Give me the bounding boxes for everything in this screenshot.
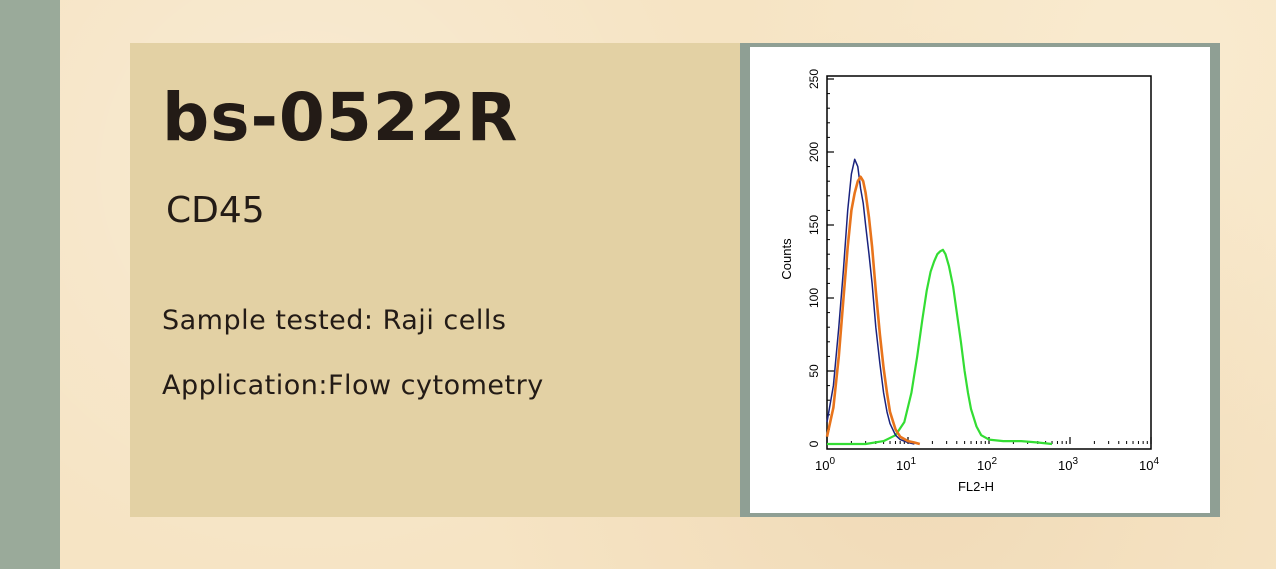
y-tick-label: 250 xyxy=(807,69,821,89)
application-text: Application:Flow cytometry xyxy=(162,370,544,401)
product-info-panel: bs-0522R CD45 Sample tested: Raji cells … xyxy=(130,43,740,517)
y-tick-label: 50 xyxy=(807,364,821,378)
plot-area xyxy=(826,75,1152,450)
y-tick-label: 0 xyxy=(807,440,821,447)
x-axis-label: FL2-H xyxy=(958,479,994,494)
flow-cytometry-histogram: 0 50 100 150 200 250 100 101 102 103 104 Counts F… xyxy=(779,69,1159,494)
y-tick-label: 100 xyxy=(807,288,821,308)
series-group xyxy=(825,158,1053,446)
x-tick-label: 102 xyxy=(977,456,997,473)
x-tick-label: 104 xyxy=(1139,456,1159,473)
chart-canvas: 0 50 100 150 200 250 100 101 102 103 104 Counts F… xyxy=(750,47,1210,513)
target-name: CD45 xyxy=(166,190,265,231)
chart-frame: 0 50 100 150 200 250 100 101 102 103 104 Counts F… xyxy=(740,43,1220,517)
x-tick-label: 101 xyxy=(896,456,916,473)
y-axis-label: Counts xyxy=(779,238,794,280)
sample-tested-text: Sample tested: Raji cells xyxy=(162,305,507,336)
series-blue-line xyxy=(826,158,915,445)
product-code: bs-0522R xyxy=(162,79,519,156)
x-tick-label: 100 xyxy=(815,456,835,473)
y-tick-label: 200 xyxy=(807,142,821,162)
series-green-line xyxy=(827,248,1053,446)
y-tick-label: 150 xyxy=(807,215,821,235)
x-tick-label: 103 xyxy=(1058,456,1078,473)
x-axis-ticks: 100 101 102 103 104 xyxy=(815,437,1159,473)
y-axis-ticks: 0 50 100 150 200 250 xyxy=(807,69,834,447)
series-orange-line xyxy=(825,175,921,446)
left-accent-strip xyxy=(0,0,60,569)
